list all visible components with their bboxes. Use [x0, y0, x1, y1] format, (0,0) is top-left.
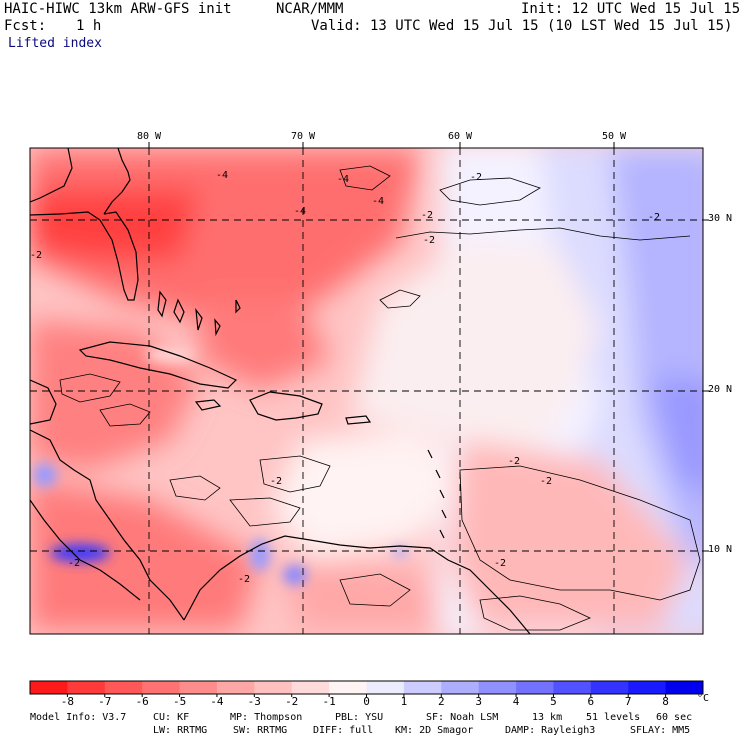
colorbar	[29, 680, 704, 697]
valid-time: Valid: 13 UTC Wed 15 Jul 15 (10 LST Wed …	[311, 18, 733, 34]
colorbar-swatch	[590, 681, 629, 694]
colorbar-swatch	[142, 681, 181, 694]
longwave-scheme: LW: RRTMG	[153, 725, 208, 736]
colorbar-tick-label: 7	[624, 695, 632, 708]
pbl-scheme: PBL: YSU	[335, 712, 384, 723]
vertical-levels: 51 levels	[586, 712, 641, 723]
colorbar-swatch	[254, 681, 293, 694]
colorbar-swatch	[665, 681, 704, 694]
surface-layer: SFLAY: MM5	[630, 725, 691, 736]
contour-label: -2	[238, 574, 250, 585]
colorbar-tick-label: 0	[363, 695, 370, 708]
shortwave-scheme: SW: RRTMG	[233, 725, 288, 736]
lat-label: 30 N	[708, 213, 733, 224]
contour-label: -2	[30, 250, 42, 261]
contour-label: -2	[540, 476, 552, 487]
colorbar-tick-label: -8	[60, 695, 75, 708]
contour-label: -2	[68, 558, 80, 569]
contour-label: -2	[648, 212, 660, 223]
organization: NCAR/MMM	[276, 1, 344, 17]
colorbar-tick-label: 4	[512, 695, 520, 708]
lat-label: 20 N	[708, 384, 733, 395]
colorbar-tick-label: 5	[550, 695, 557, 708]
colorbar-tick-label: -5	[172, 695, 187, 708]
colorbar-swatch	[516, 681, 554, 694]
colorbar-swatch	[366, 681, 405, 694]
field-name: Lifted index	[8, 36, 102, 51]
colorbar-tick-label: -4	[210, 695, 224, 708]
colorbar-swatch	[478, 681, 517, 694]
contour-label: -4	[372, 196, 384, 207]
forecast-label: Fcst:	[4, 18, 47, 34]
colorbar-tick-label: -3	[247, 695, 261, 708]
microphysics-scheme: MP: Thompson	[230, 712, 303, 723]
colorbar-tick-label: 1	[400, 695, 408, 708]
colorbar-unit: °C	[697, 693, 710, 704]
contour-label: -2	[508, 456, 520, 467]
colorbar-swatch	[628, 681, 667, 694]
colorbar-swatch	[403, 681, 442, 694]
lon-label: 80 W	[136, 131, 162, 142]
contour-label: -4	[294, 206, 306, 217]
damping: DAMP: Rayleigh3	[505, 725, 596, 736]
contour-label: -4	[337, 174, 349, 185]
lat-lon-grid	[30, 148, 703, 634]
time-step: 60 sec	[656, 712, 693, 723]
lon-label: 60 W	[447, 131, 473, 142]
colorbar-tick-label: -7	[98, 695, 112, 708]
colorbar-swatch	[67, 681, 106, 694]
forecast-hour: 1 h	[76, 18, 102, 34]
contour-label: -2	[494, 558, 506, 569]
colorbar-swatch	[104, 681, 143, 694]
model-title: HAIC-HIWC 13km ARW-GFS init	[4, 1, 232, 17]
colorbar-tick-label: -6	[135, 695, 149, 708]
init-time: Init: 12 UTC Wed 15 Jul 15	[521, 1, 740, 17]
colorbar-swatch	[291, 681, 330, 694]
grid-spacing: 13 km	[532, 712, 563, 723]
eddy-coefficient: KM: 2D Smagor	[395, 725, 474, 736]
model-info: Model Info: V3.7	[30, 712, 127, 723]
cumulus-scheme: CU: KF	[153, 712, 190, 723]
contour-label: -4	[216, 170, 228, 181]
lon-ticks	[148, 142, 709, 552]
contour-label: -2	[421, 210, 433, 221]
colorbar-tick-label: 3	[475, 695, 482, 708]
colorbar-swatch	[216, 681, 255, 694]
colorbar-swatch	[441, 681, 480, 694]
colorbar-tick-label: 8	[662, 695, 669, 708]
colorbar-swatch	[553, 681, 592, 694]
lon-label: 70 W	[290, 131, 316, 142]
colorbar-swatch	[179, 681, 218, 694]
negative-instability-spots	[33, 347, 408, 585]
contour-label: -2	[470, 172, 482, 183]
lon-label: 50 W	[601, 131, 627, 142]
contour-value-labels: -4 -4 -4 -4 -2 -2 -2 -2 -2 -2 -2 -2 -2 -…	[30, 170, 660, 585]
contour-label: -2	[423, 235, 435, 246]
diffusion: DIFF: full	[313, 725, 374, 736]
colorbar-swatch	[30, 681, 68, 694]
colorbar-tick-label: -1	[322, 695, 336, 708]
colorbar-tick-label: 6	[587, 695, 595, 708]
coastlines	[30, 148, 531, 634]
contours	[59, 165, 701, 631]
contour-label: -2	[270, 476, 282, 487]
colorbar-tick-label: -2	[285, 695, 299, 708]
surface-scheme: SF: Noah LSM	[426, 712, 499, 723]
colorbar-tick-label: 2	[437, 695, 445, 708]
lat-label: 10 N	[708, 544, 733, 555]
colorbar-swatch	[329, 681, 367, 694]
